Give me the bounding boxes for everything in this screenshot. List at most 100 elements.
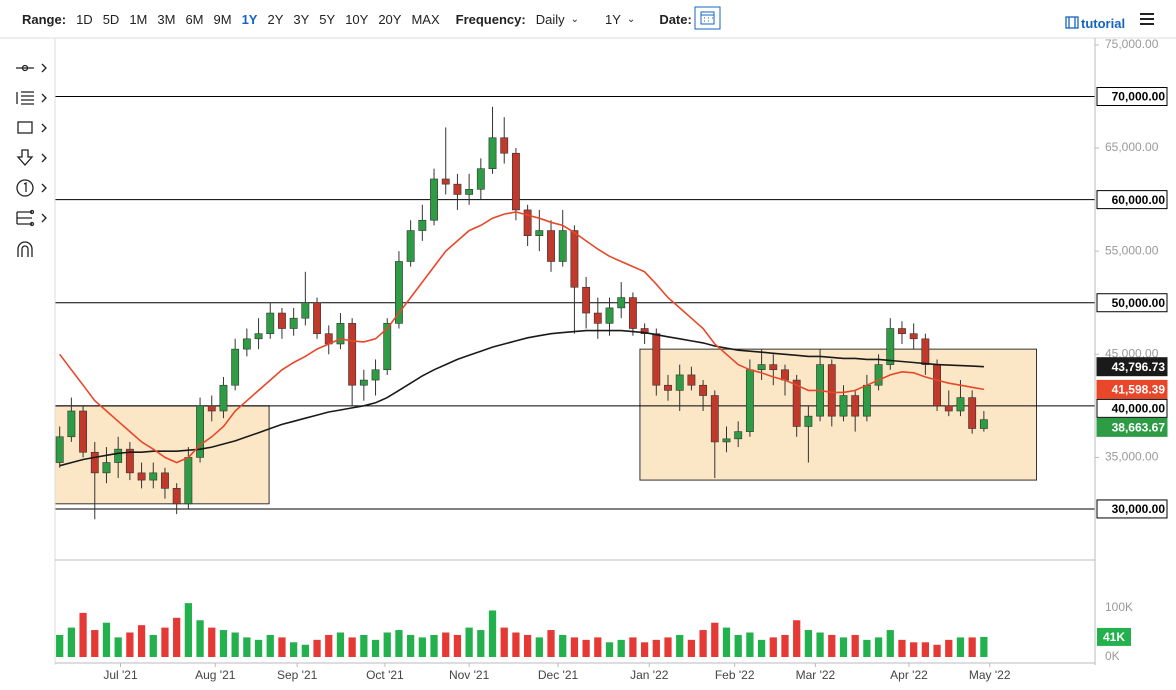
tool-magnet[interactable]	[17, 241, 33, 257]
ma-last-label-box	[1096, 379, 1168, 399]
x-tick-label: Jan '22	[630, 668, 669, 682]
y-tick-label: 55,000.00	[1105, 243, 1159, 257]
volume-bar	[348, 637, 356, 657]
volume-bar	[687, 639, 696, 657]
candle-body	[769, 364, 778, 371]
candle-body	[582, 286, 591, 314]
range-option[interactable]: 3M	[157, 11, 176, 27]
volume-bar	[874, 637, 883, 657]
candle-body	[874, 364, 883, 386]
candle-body	[558, 230, 567, 262]
range-option[interactable]: 1Y	[241, 11, 258, 27]
candle-body	[172, 488, 181, 505]
volume-bar	[184, 603, 192, 657]
ma-last-label: 41,598.39	[1112, 383, 1166, 397]
range-option[interactable]: 1D	[76, 11, 93, 27]
range-option[interactable]: 2Y	[267, 11, 284, 27]
moving-average	[59, 329, 984, 467]
volume-bar	[547, 630, 555, 657]
volume-bar	[278, 637, 286, 657]
candle-body	[488, 137, 497, 169]
ma-last-label-box	[1096, 357, 1168, 377]
volume-bar	[301, 644, 309, 657]
range-option[interactable]: 6M	[185, 11, 204, 27]
candle-body	[371, 369, 380, 381]
volume-bar	[757, 639, 766, 657]
range-option[interactable]: 5D	[102, 11, 120, 27]
period-select[interactable]: 1Y	[605, 11, 621, 27]
range-option[interactable]: 20Y	[378, 11, 402, 27]
volume-bar	[219, 630, 228, 657]
tool-tree[interactable]	[16, 209, 47, 227]
tool-note[interactable]	[16, 179, 47, 197]
volume-bar	[711, 622, 719, 657]
volume-bar	[839, 637, 848, 657]
volume-bar	[968, 637, 976, 657]
candle-body	[196, 405, 204, 458]
volume-bar	[956, 637, 965, 657]
level-label-box	[1096, 398, 1168, 418]
volume-bar	[570, 637, 579, 657]
volume-bar	[453, 634, 462, 657]
range-option[interactable]: 5Y	[319, 11, 336, 27]
range-option[interactable]: MAX	[411, 11, 440, 27]
plot	[54, 96, 1095, 657]
candle-body	[207, 405, 216, 412]
volume-bar	[816, 632, 824, 657]
candle-body	[430, 178, 438, 221]
candle-body	[523, 209, 532, 237]
candle-body	[535, 230, 544, 237]
level-label: 30,000.00	[1112, 502, 1166, 516]
caret: ⌄	[626, 13, 636, 25]
frequency-select[interactable]: Daily	[535, 11, 565, 27]
range-box	[639, 348, 1038, 481]
tool-rect[interactable]	[17, 121, 47, 134]
candle-body	[301, 302, 310, 319]
volume-bar	[114, 637, 122, 657]
candle-body	[792, 379, 801, 427]
candle-body	[383, 323, 392, 371]
candle-body	[617, 297, 626, 309]
volume-bar	[886, 630, 894, 657]
volume-bar	[91, 630, 99, 657]
candle-body	[710, 395, 719, 443]
volume-bar	[173, 617, 181, 657]
candle-body	[289, 317, 298, 329]
x-tick-label: Aug '21	[195, 668, 236, 682]
range-option[interactable]: 1M	[129, 11, 148, 27]
calendar-icon[interactable]	[694, 6, 721, 30]
volume-bar	[945, 639, 953, 657]
volume-bar	[208, 627, 216, 657]
level-label-box	[1096, 87, 1168, 107]
menu-icon[interactable]	[1140, 13, 1154, 25]
tool-arrow[interactable]	[16, 149, 47, 166]
volume-bar	[664, 637, 672, 657]
tool-line[interactable]	[16, 63, 47, 73]
candle-body	[313, 302, 321, 334]
volume-bar	[734, 634, 742, 657]
x-tick-label: Sep '21	[277, 668, 318, 682]
volume-bar	[325, 634, 333, 657]
y-tick-label: 35,000.00	[1105, 450, 1159, 464]
volume-last-label: 41K	[1103, 630, 1125, 644]
candle-body	[664, 384, 672, 391]
volume-bar	[828, 634, 836, 657]
candle-body	[406, 230, 415, 262]
volume-bar	[430, 634, 438, 657]
range-option[interactable]: 3Y	[293, 11, 310, 27]
range-option[interactable]: 9M	[213, 11, 232, 27]
candle-body	[827, 364, 836, 417]
tool-fib[interactable]	[16, 91, 47, 105]
candle-body	[909, 333, 918, 340]
ma-last-label: 43,796.73	[1112, 360, 1166, 374]
candle-body	[67, 410, 76, 438]
candle-body	[933, 364, 941, 407]
volume-bar	[161, 627, 169, 657]
range-option[interactable]: 10Y	[345, 11, 369, 27]
candle-body	[254, 333, 263, 340]
volume-bar	[243, 637, 251, 657]
tutorial-link[interactable]: tutorial	[1081, 16, 1126, 31]
volume-bar	[383, 632, 391, 657]
film-icon[interactable]	[1065, 16, 1079, 29]
candle-body	[921, 338, 930, 365]
